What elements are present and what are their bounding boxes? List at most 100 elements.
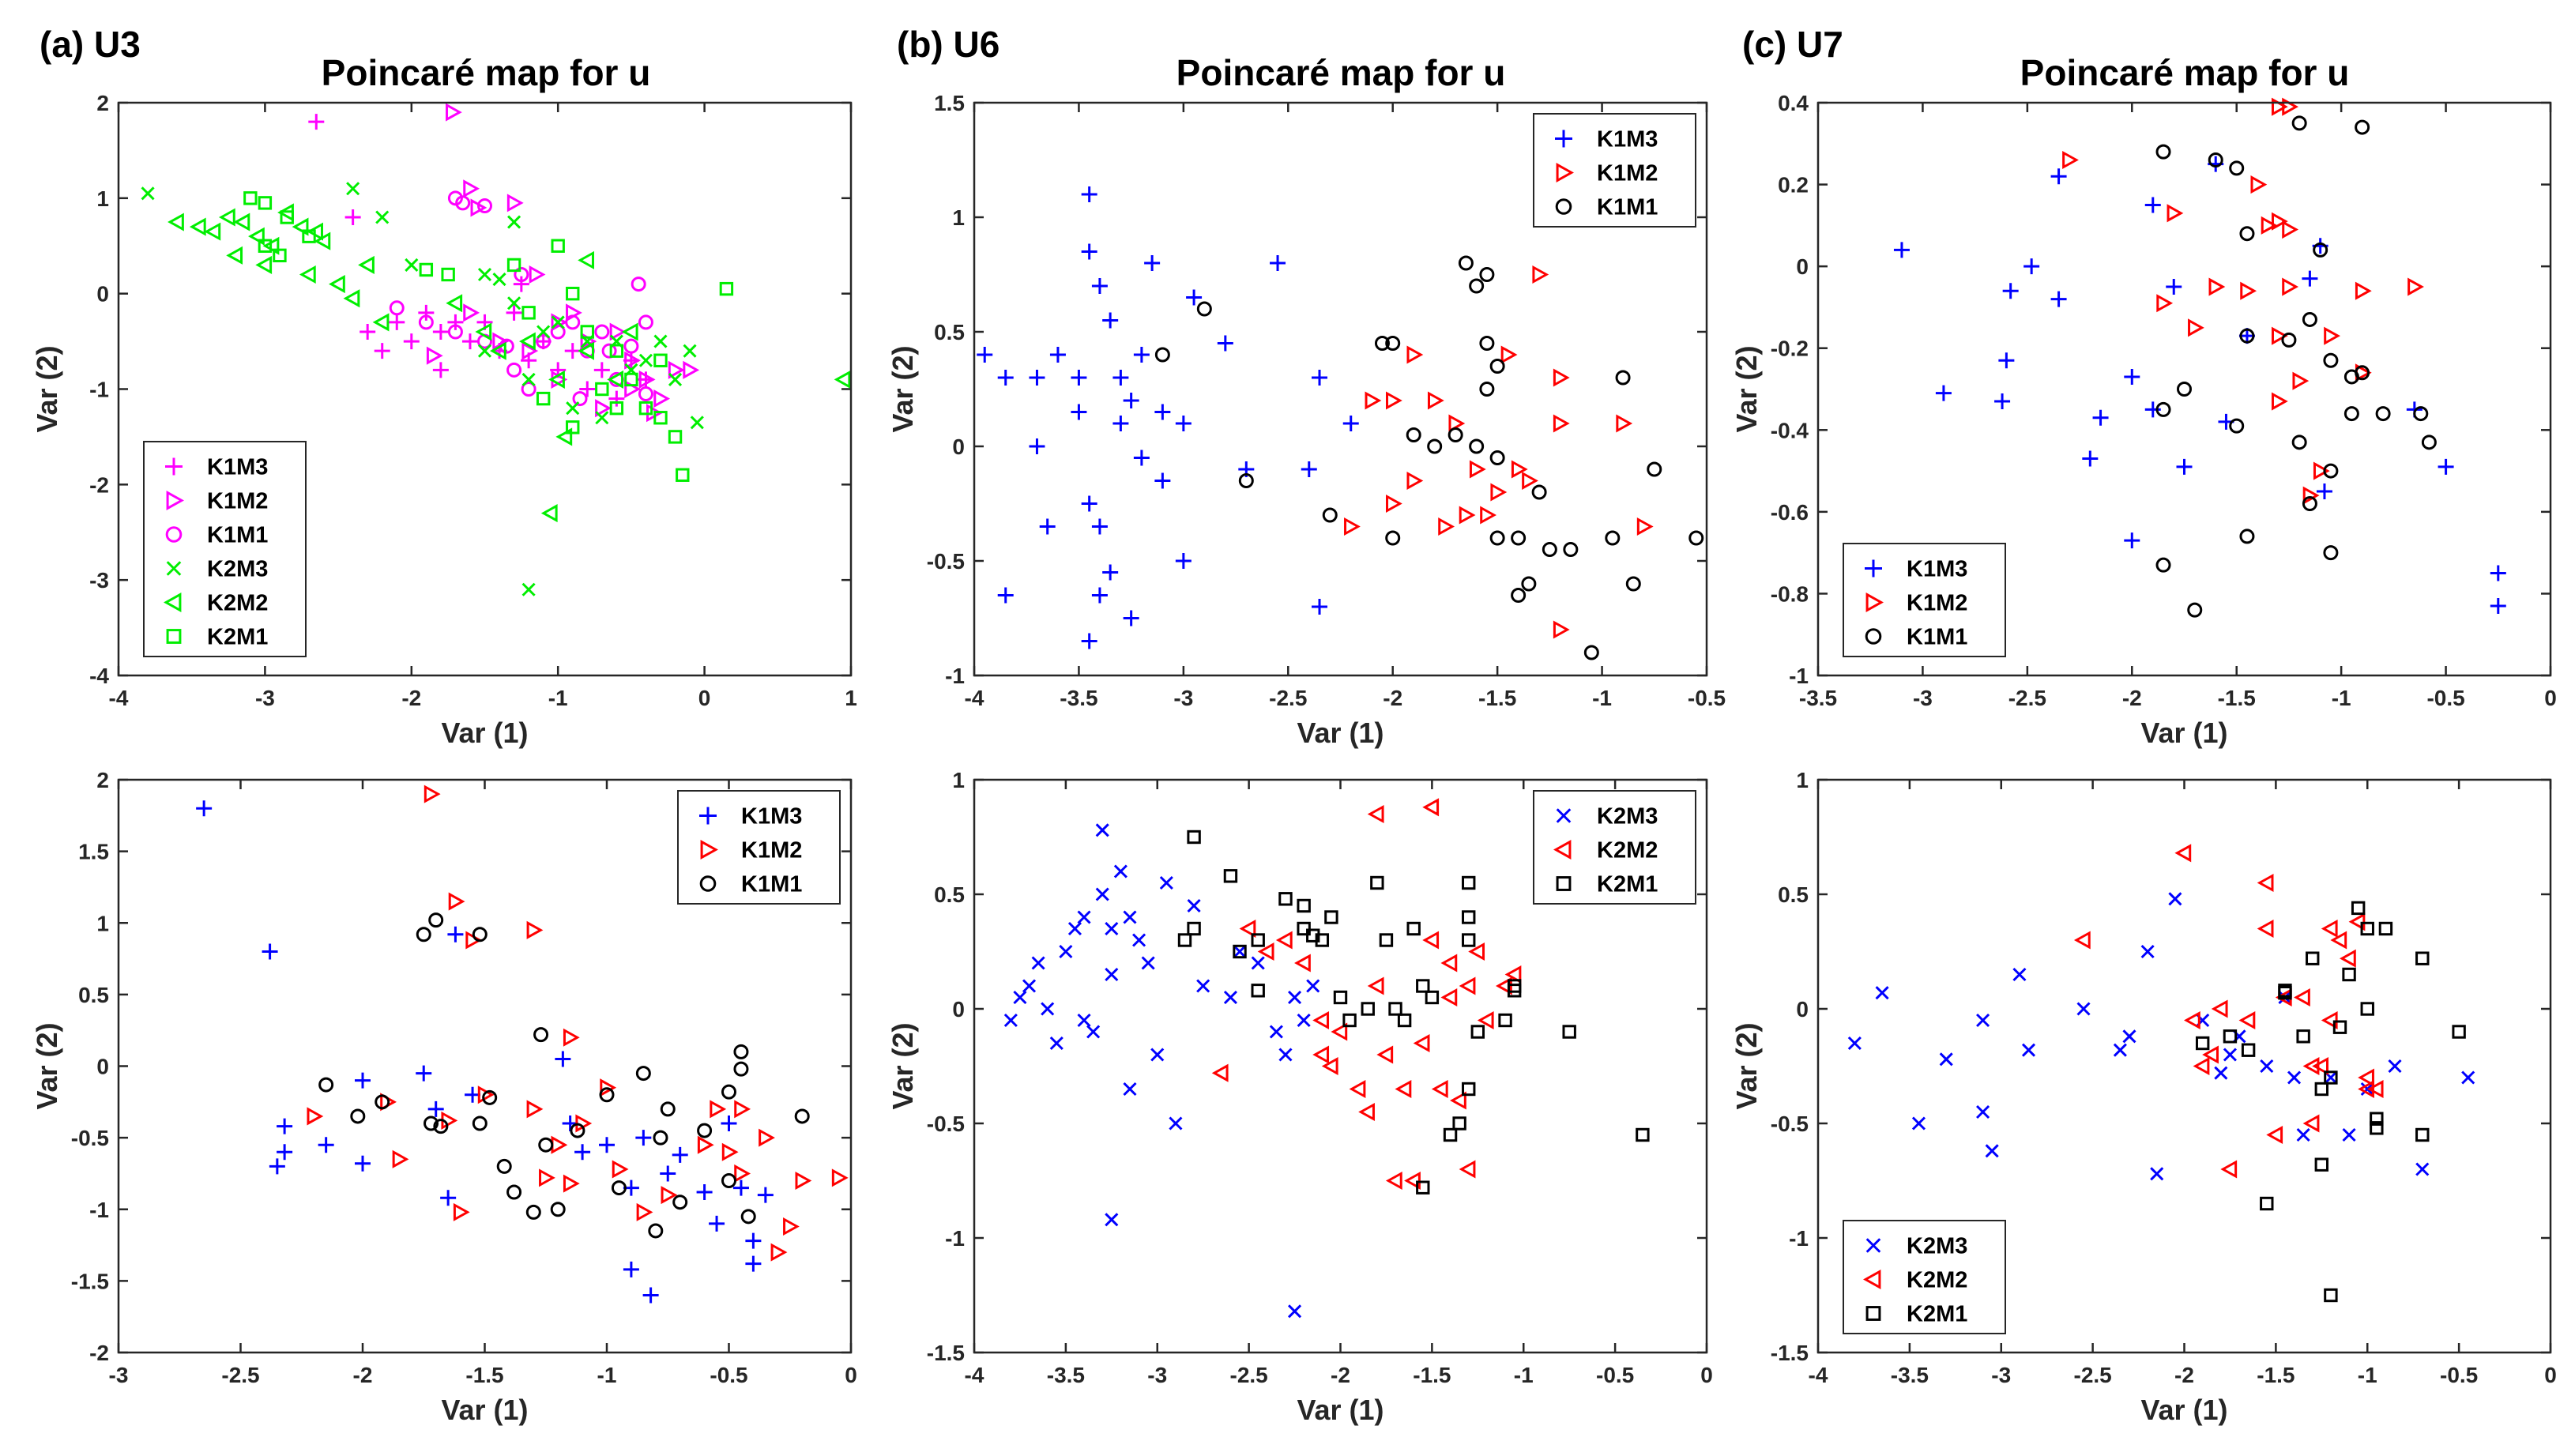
data-point: [196, 800, 213, 817]
y-tick-label: -0.4: [1771, 418, 1809, 442]
data-point: [1406, 921, 1421, 936]
data-point: [477, 1085, 495, 1104]
legend-label: K2M1: [1597, 872, 1658, 897]
x-tick-label: -4: [1809, 1363, 1828, 1387]
legend-label: K1M2: [207, 489, 268, 514]
data-point: [1532, 265, 1549, 284]
data-point: [447, 926, 464, 942]
data-point: [1211, 1063, 1229, 1082]
data-point: [621, 322, 638, 341]
data-point: [2076, 1002, 2091, 1016]
data-point: [2124, 532, 2140, 549]
data-point: [2490, 597, 2506, 614]
y-tick-label: -1: [945, 664, 965, 688]
legend-box: [677, 790, 841, 905]
data-point: [1367, 976, 1384, 995]
data-point: [1358, 1102, 1375, 1122]
data-point: [277, 1118, 293, 1134]
data-point: [2177, 382, 2192, 397]
x-tick-label: -3: [1991, 1363, 2011, 1387]
data-point: [2342, 1127, 2356, 1142]
data-point: [2002, 283, 2019, 299]
data-point: [1911, 1116, 1926, 1131]
data-point: [538, 1137, 554, 1153]
x-tick-label: -3.5: [1047, 1363, 1085, 1387]
data-point: [612, 1160, 629, 1179]
data-point: [2168, 892, 2182, 906]
data-point: [2021, 1043, 2036, 1057]
legend-marker: [166, 629, 182, 644]
x-tick-label: -1: [597, 1363, 617, 1387]
data-point: [757, 1187, 774, 1203]
axes-frame: [117, 101, 853, 677]
series-K1M1: [1154, 255, 1704, 660]
x-tick-label: -1: [2332, 686, 2351, 710]
series-K2M2: [1211, 798, 1522, 1191]
chart-panel-3: (c) U7 Poincaré map for u -3.5 -3 -2.5 -2 -1.5…: [1730, 24, 2557, 749]
data-point: [218, 208, 235, 227]
data-point: [1269, 1025, 1283, 1039]
chart-panel-1: (a) U3 Poincaré map for u -4 -3 -2 -1 0 1 -4 -3 -2…: [31, 24, 857, 749]
data-point: [551, 239, 565, 253]
panel-label: (b) U6: [897, 24, 1000, 65]
data-point: [1422, 931, 1440, 950]
data-point: [1257, 942, 1274, 961]
axes-frame: [973, 101, 1708, 677]
data-point: [1175, 416, 1192, 431]
legend-label: K2M1: [1907, 1302, 1967, 1327]
data-point: [2342, 967, 2356, 982]
data-point: [243, 191, 258, 205]
data-point: [2314, 1082, 2329, 1097]
data-point: [1416, 1180, 1430, 1195]
y-tick-label: -0.5: [1771, 1112, 1809, 1136]
x-tick-label: -2: [1331, 1363, 1350, 1387]
data-point: [795, 1171, 812, 1191]
data-point: [2490, 565, 2506, 581]
data-point: [292, 217, 309, 236]
data-point: [1462, 1082, 1476, 1097]
data-point: [1321, 1056, 1338, 1076]
legend-label: K1M2: [1907, 591, 1967, 616]
data-point: [1312, 1010, 1330, 1030]
legend-marker: [1865, 593, 1884, 612]
data-point: [521, 382, 536, 397]
data-point: [1459, 1160, 1476, 1179]
data-point: [461, 333, 478, 350]
data-point: [1150, 1048, 1165, 1062]
data-point: [1175, 553, 1192, 569]
data-point: [1507, 984, 1522, 998]
y-tick-label: -0.5: [927, 1112, 965, 1136]
data-point: [653, 1130, 668, 1146]
data-point: [1976, 1013, 1990, 1028]
panel-label: (c) U7: [1742, 24, 1843, 65]
data-point: [733, 1044, 749, 1059]
data-point: [1091, 518, 1108, 535]
y-tick-label: 0.5: [1778, 882, 1809, 907]
data-point: [427, 1100, 444, 1117]
data-point: [2092, 409, 2109, 426]
data-point: [2082, 450, 2099, 467]
legend: K1M3 K1M2 K1M1 K2M3 K2M2 K2M1: [143, 441, 307, 657]
data-point: [661, 1186, 678, 1205]
legend-marker: [165, 526, 183, 543]
series-K2M1: [243, 191, 734, 482]
data-point: [638, 370, 656, 389]
data-point: [1385, 1171, 1402, 1191]
data-point: [2155, 144, 2171, 160]
data-point: [1217, 335, 1233, 352]
legend-marker: [699, 875, 717, 892]
data-point: [465, 1086, 481, 1103]
data-point: [1112, 416, 1129, 431]
y-tick-label: 0: [952, 997, 965, 1021]
data-point: [1196, 301, 1212, 317]
data-point: [2195, 1036, 2210, 1051]
data-point: [1994, 393, 2011, 410]
data-point: [1406, 427, 1421, 442]
data-point: [1553, 368, 1570, 387]
data-point: [740, 1209, 756, 1225]
data-point: [258, 239, 273, 253]
data-point: [168, 213, 184, 231]
data-point: [1049, 1036, 1064, 1051]
data-point: [418, 314, 434, 330]
data-point: [519, 332, 536, 351]
